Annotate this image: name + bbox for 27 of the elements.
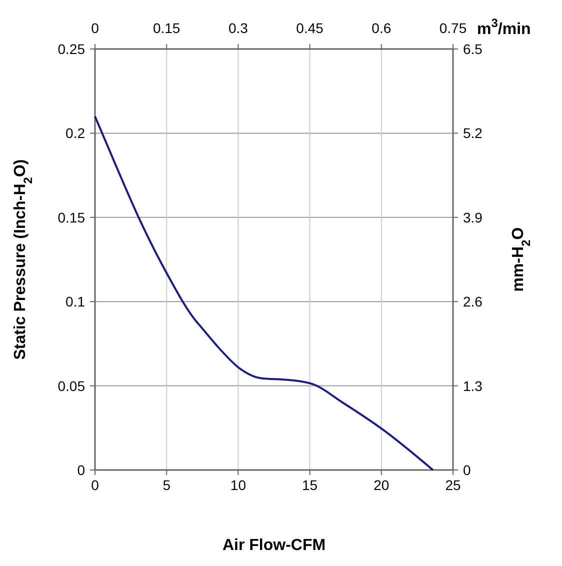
x2-tick-label: 0.6 (372, 20, 392, 36)
x2-tick-label: 0 (91, 20, 100, 36)
x2-tick-label: 0.3 (228, 20, 248, 36)
x2-axis-title: m$^{3}$/min (477, 16, 531, 38)
y-tick-label: 0.2 (66, 125, 86, 142)
y2-tick-label: 1.3 (463, 378, 483, 394)
x2-tick-label: 0.75 (439, 20, 467, 36)
y-tick-label: 0.15 (58, 209, 86, 226)
x-tick-label: 20 (374, 477, 390, 493)
y2-tick-label: 0 (463, 462, 471, 478)
x2-tick-label: 0.15 (152, 20, 180, 36)
x-tick-label: 25 (445, 477, 461, 493)
y2-tick-label: 2.6 (463, 294, 483, 310)
x2-tick-label: 0.45 (296, 20, 324, 36)
y-tick-label: 0.1 (66, 294, 86, 310)
line-series (94, 115, 434, 471)
x-tick-label: 5 (162, 477, 171, 493)
x-axis-title: Air Flow-CFM (222, 537, 326, 554)
y2-tick-label: 5.2 (463, 125, 483, 142)
x-tick-label: 0 (91, 477, 100, 493)
x-tick-label: 15 (302, 477, 318, 493)
y2-tick-label: 3.9 (463, 209, 483, 226)
y-tick-label: 0.25 (58, 41, 86, 57)
y2-tick-label: 6.5 (463, 41, 483, 57)
y-tick-label: 0 (77, 462, 86, 478)
y-tick-label: 0.05 (58, 378, 86, 394)
x-tick-label: 10 (230, 477, 246, 493)
